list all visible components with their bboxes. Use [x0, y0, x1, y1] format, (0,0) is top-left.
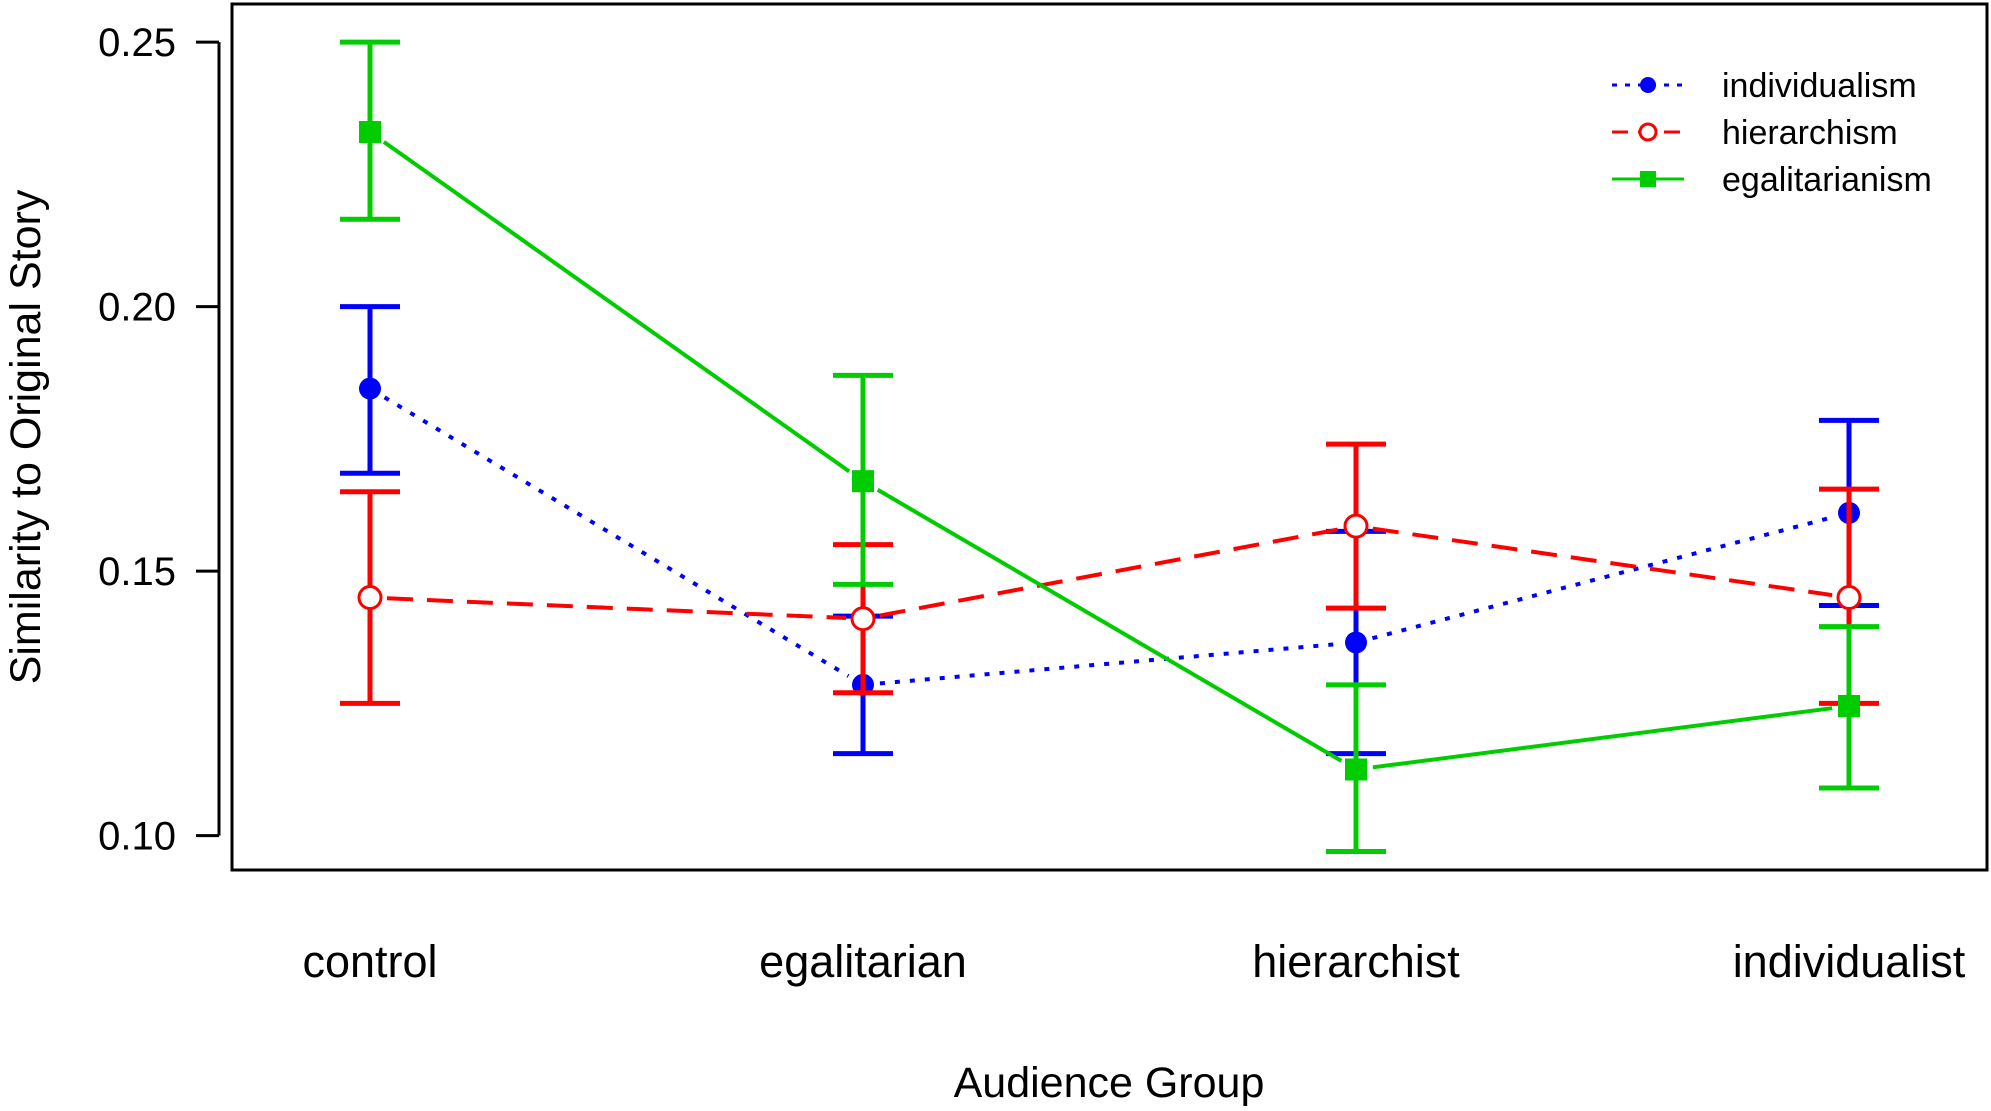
plot-frame — [230, 2, 1989, 872]
series-segment — [876, 488, 1343, 763]
data-point — [1838, 695, 1860, 718]
data-point — [1343, 513, 1369, 539]
data-point — [852, 470, 874, 493]
legend-marker — [1640, 171, 1656, 187]
legend-marker — [1638, 122, 1658, 142]
x-category-label: hierarchist — [1252, 936, 1460, 987]
series-layer — [340, 39, 1879, 854]
y-tick-label: 0.20 — [98, 286, 176, 330]
series-segment — [383, 395, 850, 678]
x-category-label: egalitarian — [759, 936, 967, 987]
data-point — [359, 121, 381, 144]
legend: individualism hierarchism egalitarianism — [1612, 67, 1932, 199]
x-category-label: control — [302, 936, 437, 987]
data-point — [1345, 758, 1367, 781]
x-axis: control egalitarian hierarchist individuali… — [302, 936, 1965, 987]
series-hierarchism — [340, 441, 1879, 706]
legend-item: hierarchism — [1612, 114, 1898, 152]
series-segment — [1372, 526, 1833, 598]
y-axis: 0.10 0.15 0.20 0.25 — [98, 21, 221, 859]
legend-label: individualism — [1722, 67, 1917, 105]
legend-item: egalitarianism — [1612, 161, 1932, 199]
series-segment — [386, 596, 847, 620]
legend-label: egalitarianism — [1722, 161, 1932, 199]
data-point — [1836, 585, 1862, 611]
series-segment — [1371, 515, 1834, 641]
legend-label: hierarchism — [1722, 114, 1898, 152]
data-point — [850, 606, 876, 632]
legend-marker — [1640, 77, 1656, 93]
y-tick-label: 0.15 — [98, 550, 176, 594]
series-egalitarianism — [340, 39, 1879, 854]
y-axis-title: Similarity to Original Story — [2, 189, 50, 684]
series-segment — [879, 641, 1340, 686]
legend-item: individualism — [1612, 67, 1917, 105]
y-tick-label: 0.25 — [98, 21, 176, 65]
x-category-label: individualist — [1733, 936, 1966, 987]
y-tick-label: 0.10 — [98, 815, 176, 859]
x-axis-title: Audience Group — [954, 1059, 1265, 1107]
series-individualism — [340, 304, 1879, 757]
data-point — [357, 585, 383, 611]
data-point — [1345, 631, 1367, 654]
series-segment — [1372, 706, 1833, 770]
series-segment — [879, 527, 1340, 618]
series-segment — [382, 140, 851, 473]
data-point — [359, 377, 381, 400]
